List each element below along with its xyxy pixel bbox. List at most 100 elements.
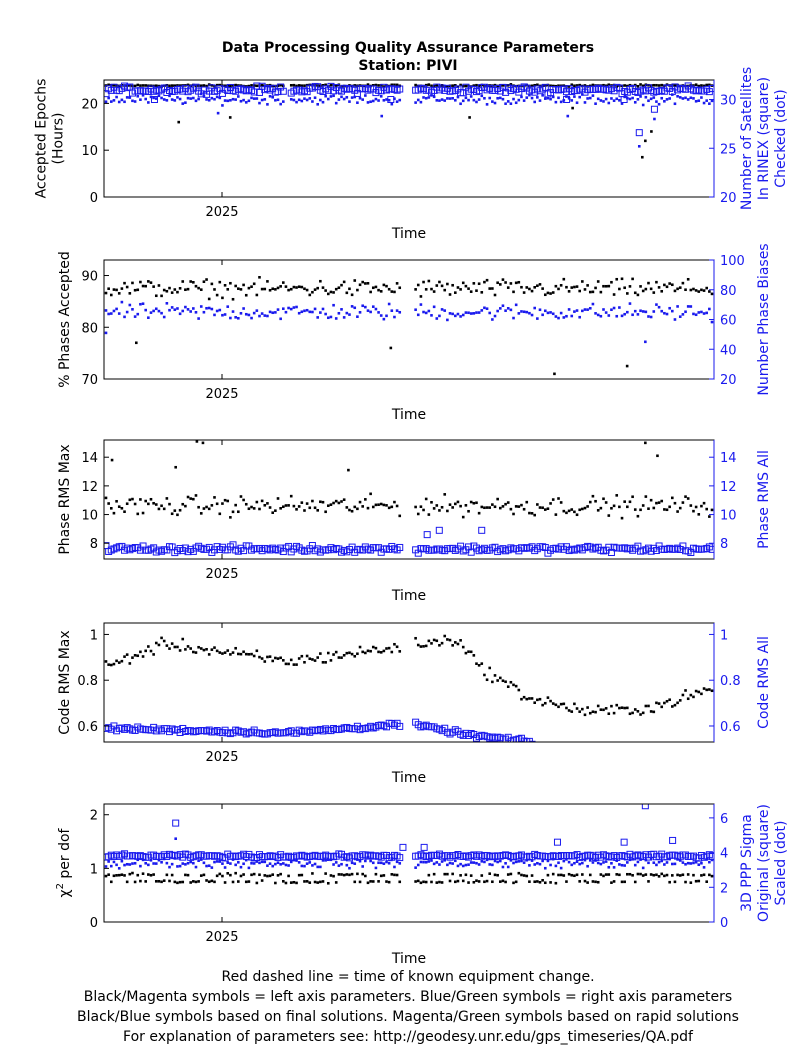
data-point	[565, 314, 568, 318]
data-point	[112, 288, 116, 291]
data-point	[480, 662, 484, 665]
data-point	[612, 866, 616, 869]
data-point	[602, 708, 605, 712]
data-point	[250, 505, 253, 509]
data-point	[348, 866, 351, 870]
data-point	[141, 302, 145, 305]
data-point	[554, 513, 558, 516]
data-point	[446, 282, 449, 286]
data-point	[141, 655, 145, 658]
data-point	[684, 288, 687, 292]
data-point	[136, 83, 140, 87]
data-point	[350, 96, 354, 99]
data-point	[162, 288, 166, 292]
data-point	[443, 872, 447, 876]
data-point	[165, 497, 169, 500]
data-point	[663, 99, 666, 103]
data-point	[210, 282, 214, 286]
data-point	[213, 880, 216, 884]
data-point	[705, 507, 709, 511]
data-point	[686, 873, 690, 876]
data-point	[168, 286, 171, 290]
y-left-tick-label: 12	[81, 480, 98, 495]
data-point	[655, 873, 658, 877]
data-point	[255, 309, 259, 312]
data-point	[364, 859, 367, 863]
data-point	[131, 497, 134, 501]
data-point	[498, 859, 502, 863]
data-point	[536, 503, 539, 506]
data-point	[665, 312, 669, 316]
data-point	[303, 97, 306, 100]
data-point	[192, 650, 195, 654]
data-point	[303, 864, 306, 868]
data-point	[364, 94, 367, 97]
data-point	[311, 310, 314, 314]
data-point	[131, 871, 134, 875]
data-point	[234, 83, 237, 87]
data-point	[422, 310, 425, 314]
data-point	[170, 306, 174, 309]
data-point	[374, 285, 378, 289]
data-point	[583, 858, 587, 862]
data-point	[571, 753, 577, 759]
data-point	[239, 652, 243, 656]
data-point	[350, 861, 354, 865]
data-point	[496, 873, 499, 877]
footer-line-4: For explanation of parameters see: http:…	[123, 1029, 694, 1045]
data-point	[303, 660, 306, 664]
data-point	[247, 653, 251, 656]
data-point	[173, 99, 177, 102]
data-point	[319, 311, 322, 314]
data-point	[377, 880, 380, 883]
data-point	[229, 862, 232, 865]
data-point	[602, 308, 605, 311]
data-point	[117, 312, 121, 315]
data-point	[205, 84, 208, 88]
data-point	[528, 740, 536, 742]
data-point	[382, 317, 386, 321]
data-point	[297, 505, 301, 508]
data-point	[213, 97, 216, 101]
data-point	[648, 752, 654, 758]
data-point	[247, 507, 251, 511]
data-point	[282, 879, 285, 883]
data-point	[488, 287, 492, 290]
data-point	[263, 660, 267, 663]
data-point	[154, 294, 158, 298]
data-point	[210, 879, 214, 883]
data-point	[432, 872, 436, 876]
data-point	[168, 865, 171, 869]
data-point	[221, 313, 224, 317]
data-point	[554, 284, 558, 288]
data-point	[665, 285, 669, 289]
data-point	[416, 283, 420, 287]
data-point	[109, 864, 113, 868]
data-point	[546, 507, 550, 510]
data-point	[599, 506, 603, 510]
data-point	[356, 872, 359, 876]
data-point	[697, 879, 701, 883]
data-point	[133, 288, 137, 292]
data-point	[128, 498, 132, 502]
data-point	[350, 652, 354, 656]
data-point	[300, 84, 304, 87]
data-point	[610, 280, 613, 284]
data-point	[469, 95, 473, 98]
data-point	[506, 685, 510, 689]
data-point	[266, 655, 269, 659]
data-point	[131, 281, 134, 285]
data-point	[186, 495, 190, 499]
data-point	[438, 863, 441, 866]
data-point	[356, 652, 359, 656]
data-point	[705, 880, 709, 883]
data-point	[440, 284, 444, 288]
data-point	[628, 302, 632, 305]
data-point	[514, 101, 518, 105]
data-point	[282, 505, 285, 509]
data-point	[430, 880, 433, 884]
data-point	[260, 98, 264, 102]
data-point	[237, 861, 240, 864]
data-point	[205, 278, 208, 281]
data-point	[361, 872, 364, 876]
